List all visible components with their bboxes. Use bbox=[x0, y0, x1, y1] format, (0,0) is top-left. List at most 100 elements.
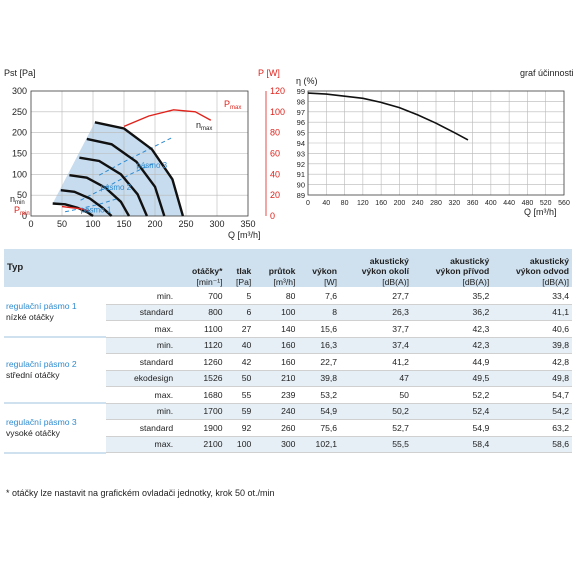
y-tick-label-0: 0 bbox=[22, 211, 27, 221]
y-tick-label-3: 150 bbox=[12, 149, 27, 159]
table-cell: 44,9 bbox=[411, 353, 493, 371]
header-prutok: průtok [m³/h] bbox=[254, 249, 299, 288]
table-row: standard 1260 42 160 22,7 41,2 44,9 42,8 bbox=[4, 353, 572, 371]
table-cell: 800 bbox=[176, 304, 226, 321]
table-cell: 1680 bbox=[176, 386, 226, 404]
operating-zone bbox=[52, 122, 183, 216]
eff-x-tick-label-10: 400 bbox=[485, 200, 497, 207]
table-cell: 55 bbox=[225, 386, 255, 404]
table-row: max. 1100 27 140 15,6 37,7 42,3 40,6 bbox=[4, 320, 572, 338]
x-tick-label-7: 350 bbox=[240, 219, 255, 229]
table-cell: 102,1 bbox=[298, 436, 341, 453]
power-curve-1 bbox=[61, 205, 91, 212]
eff-x-tick-label-11: 440 bbox=[503, 200, 515, 207]
eff-x-tick-label-0: 0 bbox=[306, 200, 310, 207]
eff-y-tick-label-1: 90 bbox=[297, 181, 305, 190]
table-row: standard 800 6 100 8 26,3 36,2 41,1 bbox=[4, 304, 572, 321]
fan-curve-5 bbox=[94, 121, 185, 217]
table-cell: 260 bbox=[254, 419, 299, 437]
table-cell: 54,9 bbox=[411, 419, 493, 437]
eff-y-tick-label-8: 97 bbox=[297, 108, 305, 117]
fan-curve-4 bbox=[86, 137, 166, 217]
group-label: regulační pásmo 1 nízké otáčky bbox=[4, 287, 107, 338]
table-row: standard 1900 92 260 75,6 52,7 54,9 63,2 bbox=[4, 419, 572, 437]
fan-performance-chart: 0 50 100 150 200 250 300 350 0 50 100 150 200 250 300 0… bbox=[4, 68, 285, 240]
y-right-tick-label-3: 60 bbox=[270, 149, 280, 159]
table-row: ekodesign 1526 50 210 39,8 47 49,5 49,8 bbox=[4, 370, 572, 387]
table-cell: 2100 bbox=[176, 436, 226, 453]
table-cell: 37,4 bbox=[340, 337, 412, 354]
dashed-curve-0 bbox=[64, 198, 118, 213]
table-cell: 40,6 bbox=[492, 320, 572, 338]
parameters-table: Typ otáčky* [min⁻¹] tlak [Pa] průtok [m³/h]… bbox=[4, 249, 572, 454]
group-label: regulační pásmo 2 střední otáčky bbox=[4, 337, 107, 404]
table-row: regulační pásmo 1 nízké otáčky min. 700 5 80 7… bbox=[4, 287, 572, 338]
table-cell: 1526 bbox=[176, 370, 226, 387]
y-axis-title: Pst [Pa] bbox=[4, 68, 36, 78]
row-label: max. bbox=[106, 436, 177, 453]
y-tick-label-6: 300 bbox=[12, 86, 27, 96]
table-cell: 37,7 bbox=[340, 320, 412, 338]
table-cell: 49,5 bbox=[411, 370, 493, 387]
table-cell: 55,5 bbox=[340, 436, 412, 453]
table-cell: 53,2 bbox=[298, 386, 341, 404]
eff-y-axis-title: η (%) bbox=[296, 76, 318, 86]
y-right-tick-label-2: 40 bbox=[270, 169, 280, 179]
eff-x-tick-label-2: 80 bbox=[341, 200, 349, 207]
y-right-tick-label-1: 20 bbox=[270, 190, 280, 200]
table-cell: 40 bbox=[225, 337, 255, 354]
p-min-label: Pmin bbox=[14, 205, 30, 217]
table-cell: 1120 bbox=[176, 337, 226, 354]
table-cell: 39,8 bbox=[298, 370, 341, 387]
table-cell: 58,4 bbox=[411, 436, 493, 453]
eff-x-tick-label-5: 200 bbox=[394, 200, 406, 207]
x-tick-label-1: 50 bbox=[57, 219, 67, 229]
eff-chart-title: graf účinnosti bbox=[520, 68, 574, 78]
group-desc: nízké otáčky bbox=[6, 312, 54, 322]
table-cell: 50 bbox=[225, 370, 255, 387]
fan-curve-1 bbox=[60, 189, 113, 217]
header-otacky: otáčky* [min⁻¹] bbox=[176, 249, 226, 288]
header-blank bbox=[106, 249, 177, 288]
table-cell: 33,4 bbox=[492, 287, 572, 305]
eff-x-tick-label-9: 360 bbox=[467, 200, 479, 207]
eff-x-tick-label-14: 560 bbox=[558, 200, 570, 207]
y-right-tick-label-6: 120 bbox=[270, 86, 285, 96]
table-cell: 1900 bbox=[176, 419, 226, 437]
y-right-tick-label-5: 100 bbox=[270, 107, 285, 117]
group-label: regulační pásmo 3 vysoké otáčky bbox=[4, 403, 107, 454]
eff-y-tick-label-5: 94 bbox=[297, 139, 305, 148]
header-tlak: tlak [Pa] bbox=[225, 249, 255, 288]
eff-y-tick-label-10: 99 bbox=[297, 87, 305, 96]
table-cell: 41,1 bbox=[492, 304, 572, 321]
table-cell: 75,6 bbox=[298, 419, 341, 437]
group-desc: vysoké otáčky bbox=[6, 427, 60, 438]
zone-label-1: pásmo 1 bbox=[81, 206, 112, 215]
row-label: min. bbox=[106, 287, 177, 305]
eff-x-tick-label-3: 120 bbox=[357, 200, 369, 207]
table-cell: 54,2 bbox=[492, 403, 572, 420]
y-right-axis-title: P [W] bbox=[258, 68, 280, 78]
table-cell: 80 bbox=[254, 287, 299, 305]
eff-y-tick-label-2: 91 bbox=[297, 170, 305, 179]
eff-y-tick-label-9: 98 bbox=[297, 97, 305, 106]
table-cell: 47 bbox=[340, 370, 412, 387]
x-tick-label-3: 150 bbox=[116, 219, 131, 229]
table-cell: 1260 bbox=[176, 353, 226, 371]
table-cell: 41,2 bbox=[340, 353, 412, 371]
table-row: max. 2100 100 300 102,1 55,5 58,4 58,6 bbox=[4, 436, 572, 453]
table-cell: 27 bbox=[225, 320, 255, 338]
table-cell: 15,6 bbox=[298, 320, 341, 338]
table-cell: 6 bbox=[225, 304, 255, 321]
table-cell: 50 bbox=[340, 386, 412, 404]
y-tick-label-4: 200 bbox=[12, 128, 27, 138]
eff-x-tick-label-4: 160 bbox=[375, 200, 387, 207]
table-cell: 22,7 bbox=[298, 353, 341, 371]
power-curve-0 bbox=[123, 109, 212, 128]
x-axis-title: Q [m³/h] bbox=[228, 230, 261, 240]
fan-curve-2 bbox=[69, 174, 131, 217]
footnote: * otáčky lze nastavit na grafickém ovlad… bbox=[6, 488, 275, 498]
x-tick-label-6: 300 bbox=[209, 219, 224, 229]
table-header-row: Typ otáčky* [min⁻¹] tlak [Pa] průtok [m³/h]… bbox=[4, 249, 572, 288]
table-cell: 100 bbox=[254, 304, 299, 321]
